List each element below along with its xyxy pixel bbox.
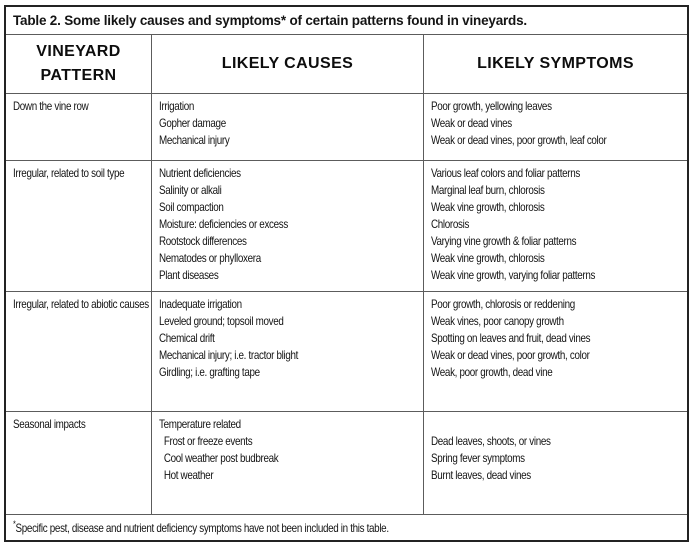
causes-cell: Nutrient deficiencies Salinity or alkali S…	[152, 161, 424, 291]
symptom-line: Weak vine growth, chlorosis	[431, 200, 545, 214]
causes-lines: Irrigation Gopher damage Mechanical injury	[159, 98, 421, 149]
cause-line: Nematodes or phylloxera	[159, 251, 261, 265]
table-row: Irregular, related to abiotic causes Inad…	[6, 292, 687, 412]
symptom-line: Dead leaves, shoots, or vines	[431, 434, 551, 448]
cause-line: Mechanical injury; i.e. tractor blight	[159, 348, 299, 362]
symptoms-lines: Poor growth, chlorosis or reddening Weak …	[431, 296, 685, 381]
pattern-label: Irregular, related to soil type	[13, 166, 125, 180]
column-header-likely-causes: LIKELY CAUSES	[152, 35, 424, 93]
cause-line: Nutrient deficiencies	[159, 166, 241, 180]
table-row: Down the vine row Irrigation Gopher damage…	[6, 94, 687, 161]
column-header-vineyard-pattern: VINEYARD PATTERN	[6, 35, 152, 93]
causes-cell: Irrigation Gopher damage Mechanical injury	[152, 94, 424, 160]
cause-line: Soil compaction	[159, 200, 224, 214]
cause-line: Plant diseases	[159, 268, 219, 282]
symptom-line: Weak vines, poor canopy growth	[431, 314, 564, 328]
cause-line: Temperature related	[159, 417, 241, 431]
symptom-line: Spring fever symptoms	[431, 451, 525, 465]
symptoms-cell: Various leaf colors and foliar patterns M…	[424, 161, 687, 291]
cause-line: Hot weather	[159, 468, 214, 482]
footnote-text: Specific pest, disease and nutrient defi…	[15, 521, 390, 535]
symptom-line: Weak, poor growth, dead vine	[431, 365, 553, 379]
footnote-text-wrap: *Specific pest, disease and nutrient def…	[13, 520, 685, 537]
table-body: Down the vine row Irrigation Gopher damage…	[6, 94, 687, 515]
symptom-line: Weak vine growth, chlorosis	[431, 251, 545, 265]
symptoms-lines: Dead leaves, shoots, or vines Spring feve…	[431, 416, 685, 484]
cause-line: Chemical drift	[159, 331, 215, 345]
cause-line: Frost or freeze events	[159, 434, 253, 448]
footnote: *Specific pest, disease and nutrient def…	[6, 515, 687, 540]
symptom-line: Weak or dead vines	[431, 116, 512, 130]
symptom-line: Burnt leaves, dead vines	[431, 468, 531, 482]
symptom-line: Various leaf colors and foliar patterns	[431, 166, 580, 180]
pattern-label: Irregular, related to abiotic causes	[13, 297, 149, 311]
causes-lines: Nutrient deficiencies Salinity or alkali S…	[159, 165, 421, 284]
symptoms-lines: Poor growth, yellowing leaves Weak or dea…	[431, 98, 685, 149]
symptom-line: Marginal leaf burn, chlorosis	[431, 183, 545, 197]
table-row: Seasonal impacts Temperature related Fros…	[6, 412, 687, 515]
causes-cell: Temperature related Frost or freeze even…	[152, 412, 424, 514]
causes-lines: Temperature related Frost or freeze even…	[159, 416, 421, 484]
table-row: Irregular, related to soil type Nutrient …	[6, 161, 687, 292]
pattern-cell: Irregular, related to abiotic causes	[6, 292, 152, 411]
symptom-line: Weak vine growth, varying foliar pattern…	[431, 268, 596, 282]
cause-line: Irrigation	[159, 99, 195, 113]
symptom-line: Weak or dead vines, poor growth, color	[431, 348, 590, 362]
pattern-cell: Down the vine row	[6, 94, 152, 160]
cause-line: Inadequate irrigation	[159, 297, 242, 311]
symptom-line: Varying vine growth & foliar patterns	[431, 234, 577, 248]
symptoms-cell: Dead leaves, shoots, or vines Spring feve…	[424, 412, 687, 514]
symptom-line	[431, 416, 685, 433]
symptom-line: Poor growth, chlorosis or reddening	[431, 297, 575, 311]
table-title: Table 2. Some likely causes and symptoms…	[6, 7, 687, 35]
cause-line: Moisture: deficiencies or excess	[159, 217, 288, 231]
symptoms-cell: Poor growth, chlorosis or reddening Weak …	[424, 292, 687, 411]
cause-line: Girdling; i.e. grafting tape	[159, 365, 260, 379]
cause-line: Salinity or alkali	[159, 183, 222, 197]
pattern-label: Seasonal impacts	[13, 417, 86, 431]
pattern-cell: Irregular, related to soil type	[6, 161, 152, 291]
symptoms-cell: Poor growth, yellowing leaves Weak or dea…	[424, 94, 687, 160]
pattern-cell: Seasonal impacts	[6, 412, 152, 514]
causes-cell: Inadequate irrigation Leveled ground; top…	[152, 292, 424, 411]
footnote-asterisk: *	[13, 519, 16, 529]
cause-line: Gopher damage	[159, 116, 226, 130]
column-header-likely-symptoms: LIKELY SYMPTOMS	[477, 55, 634, 72]
cause-line: Cool weather post budbreak	[159, 451, 279, 465]
symptoms-lines: Various leaf colors and foliar patterns M…	[431, 165, 685, 284]
causes-lines: Inadequate irrigation Leveled ground; top…	[159, 296, 421, 381]
vineyard-patterns-table: Table 2. Some likely causes and symptoms…	[4, 5, 689, 542]
cause-line: Mechanical injury	[159, 133, 230, 147]
cause-line: Rootstock differences	[159, 234, 247, 248]
symptom-line: Spotting on leaves and fruit, dead vines	[431, 331, 591, 345]
symptom-line: Chlorosis	[431, 217, 470, 231]
symptom-line: Poor growth, yellowing leaves	[431, 99, 552, 113]
pattern-label: Down the vine row	[13, 99, 89, 113]
cause-line: Leveled ground; topsoil moved	[159, 314, 284, 328]
column-header-row: VINEYARD PATTERN LIKELY CAUSES LIKELY SY…	[6, 35, 687, 94]
symptom-line: Weak or dead vines, poor growth, leaf co…	[431, 133, 607, 147]
